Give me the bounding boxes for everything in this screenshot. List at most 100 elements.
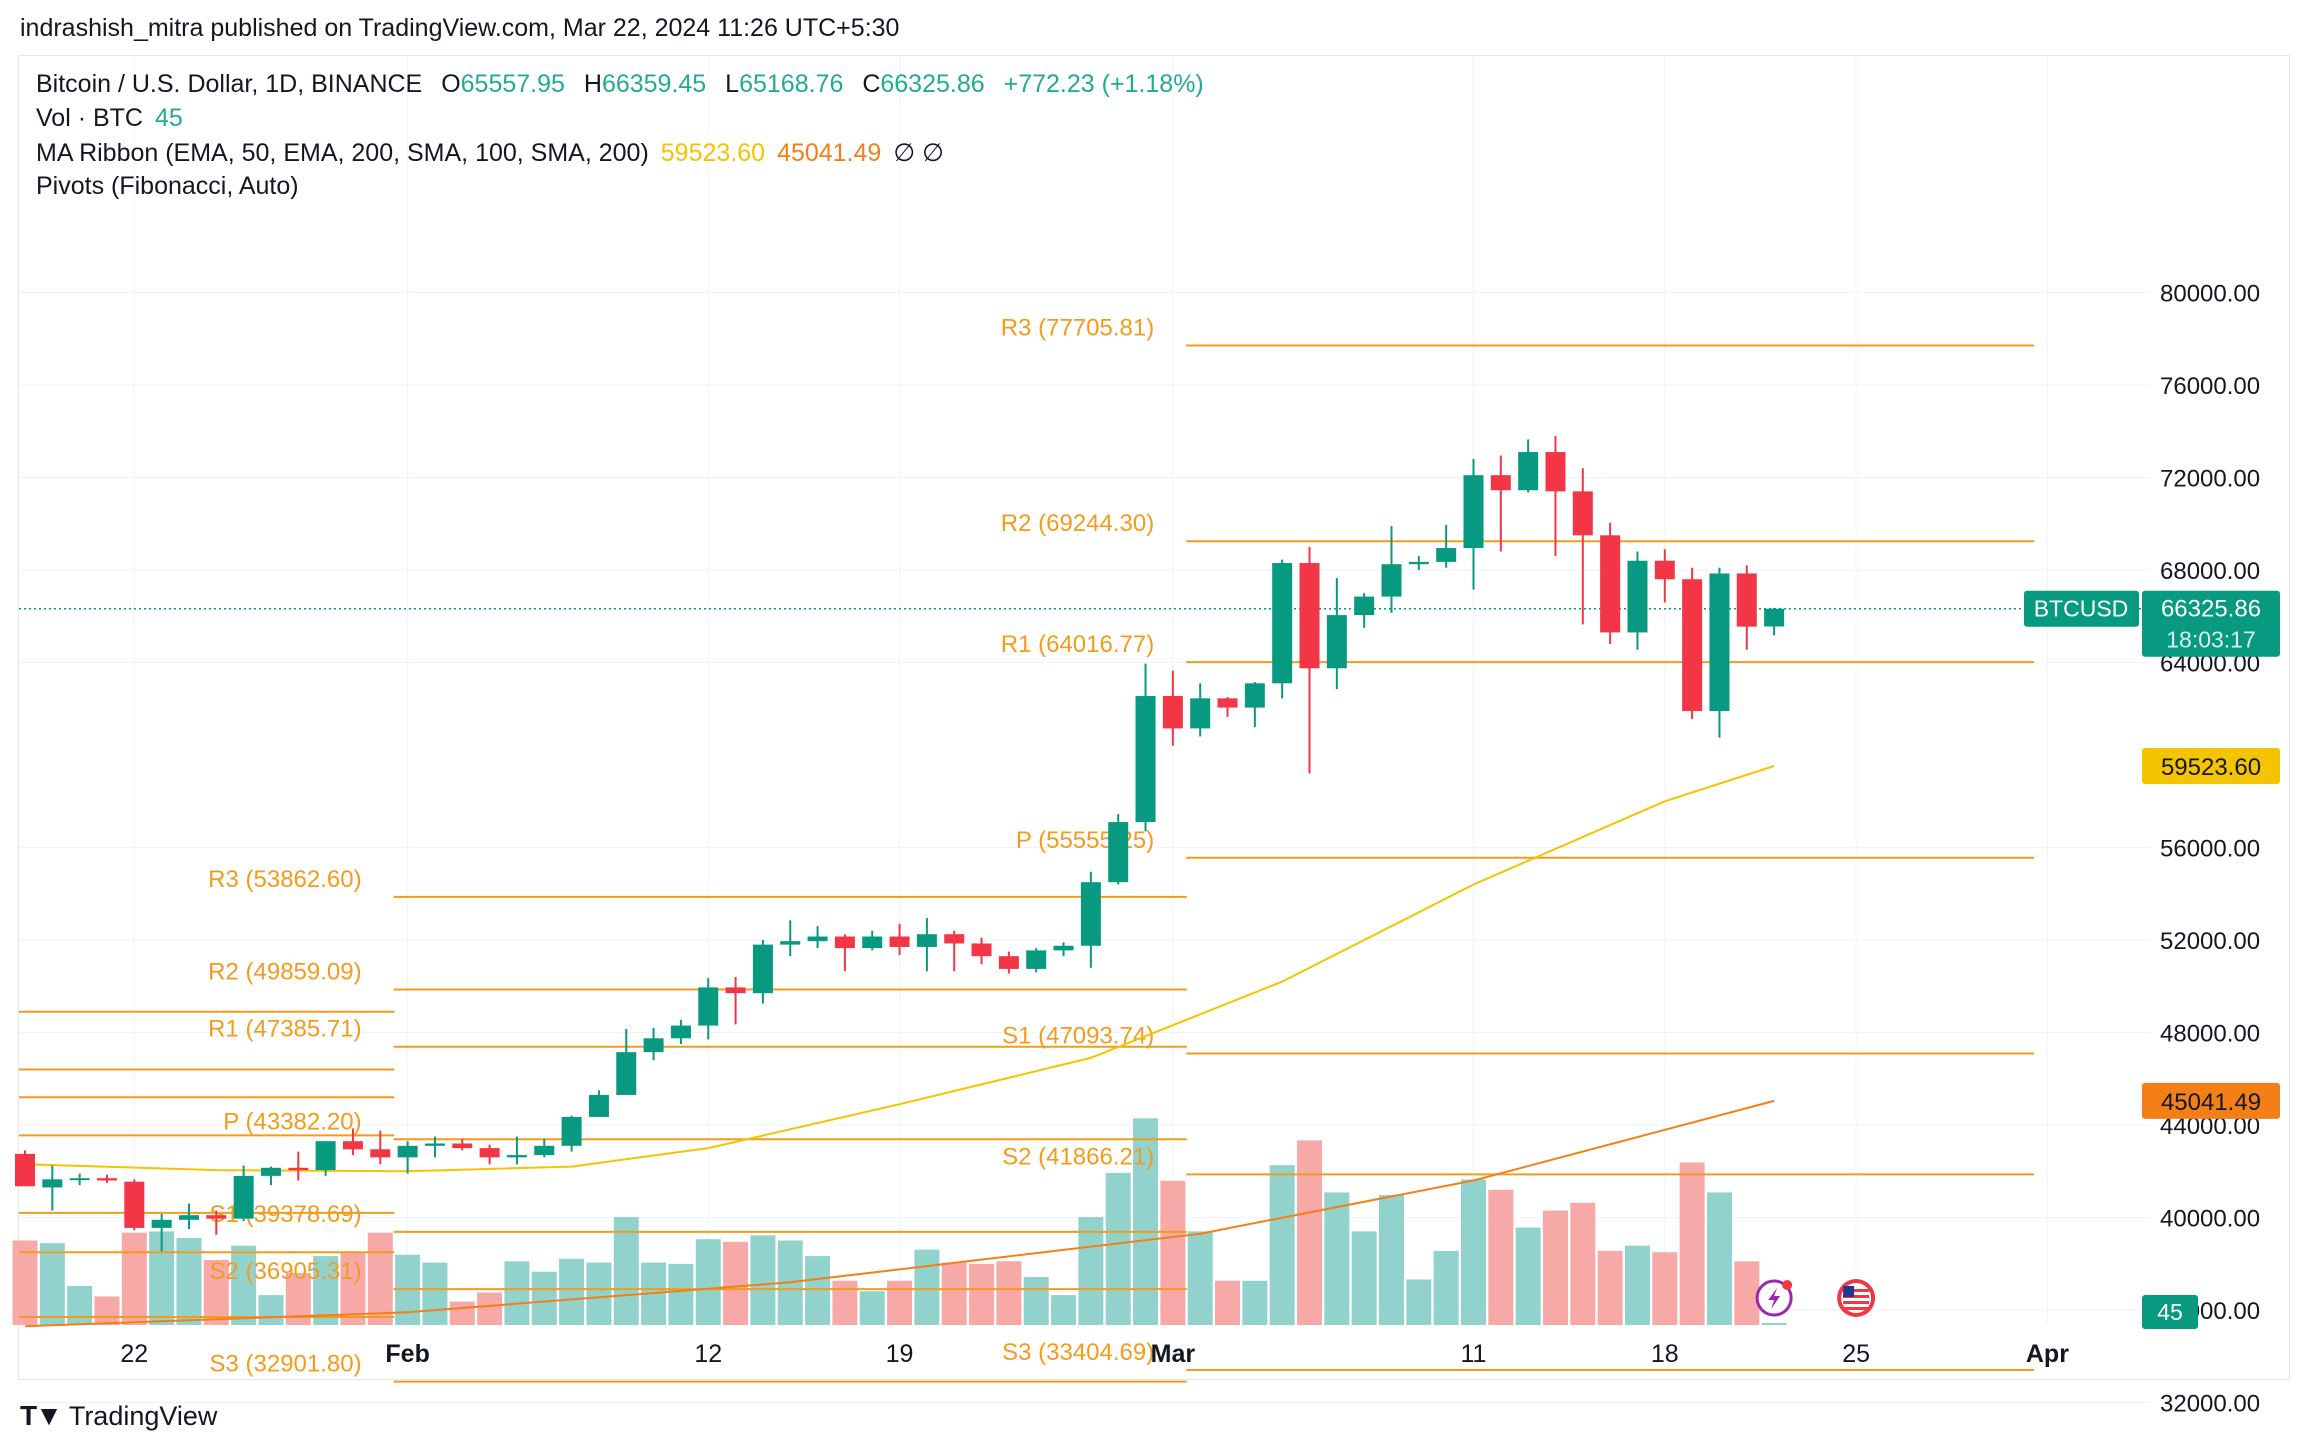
- candle-body[interactable]: [944, 934, 965, 944]
- candle-body[interactable]: [1217, 698, 1238, 708]
- pivot-level-label: S2 (36905.31): [210, 1258, 362, 1285]
- candle-body[interactable]: [1545, 452, 1566, 492]
- candle-body[interactable]: [288, 1167, 309, 1171]
- candle-body[interactable]: [1463, 475, 1484, 549]
- candle-body[interactable]: [397, 1145, 418, 1158]
- candle-body[interactable]: [233, 1175, 254, 1219]
- candle-body[interactable]: [1682, 579, 1703, 712]
- candle-body[interactable]: [42, 1179, 63, 1188]
- candle-body[interactable]: [1326, 615, 1347, 669]
- candle-body[interactable]: [506, 1155, 527, 1158]
- candle-body[interactable]: [1135, 696, 1156, 823]
- candle-body[interactable]: [1600, 535, 1621, 633]
- candle-body[interactable]: [1408, 561, 1429, 565]
- ma-ribbon-label: MA Ribbon (EMA, 50, EMA, 200, SMA, 100, …: [36, 139, 649, 167]
- candle-body[interactable]: [1764, 608, 1785, 627]
- candle-body[interactable]: [998, 956, 1019, 969]
- candle-body[interactable]: [1709, 573, 1730, 712]
- volume-value-tag[interactable]: [2142, 1295, 2198, 1329]
- volume-bar: [67, 1286, 93, 1325]
- candle-body[interactable]: [1108, 822, 1129, 883]
- candle-body[interactable]: [151, 1219, 172, 1228]
- symbol-tag[interactable]: [2024, 590, 2139, 627]
- y-axis-tick-label: 48000.00: [2160, 1021, 2260, 1048]
- volume-legend[interactable]: Vol · BTC 45: [36, 104, 195, 133]
- candle-body[interactable]: [1436, 548, 1457, 562]
- candle-body[interactable]: [971, 943, 992, 957]
- y-axis-tick-label: 72000.00: [2160, 466, 2260, 493]
- candle-body[interactable]: [1572, 491, 1593, 536]
- candle-body[interactable]: [1654, 560, 1675, 580]
- candle-body[interactable]: [588, 1094, 609, 1117]
- ma-line: [24, 1099, 1775, 1328]
- volume-bar: [531, 1271, 557, 1325]
- candle-body[interactable]: [1736, 573, 1757, 627]
- pivot-level-label: P (55555.25): [1016, 827, 1154, 854]
- candle-body[interactable]: [616, 1052, 637, 1095]
- brand-name[interactable]: TradingView: [68, 1400, 218, 1431]
- candle-body[interactable]: [1162, 696, 1183, 729]
- close-label: C: [862, 70, 881, 98]
- candle-body[interactable]: [1244, 683, 1265, 708]
- candle-body[interactable]: [1354, 596, 1375, 616]
- candle-body[interactable]: [1026, 950, 1047, 969]
- x-axis-tick-label: Feb: [385, 1340, 429, 1368]
- ma-value-tag[interactable]: [2142, 748, 2280, 785]
- candle-body[interactable]: [862, 936, 883, 949]
- candle-body[interactable]: [670, 1025, 691, 1039]
- candle-body[interactable]: [1490, 475, 1511, 491]
- ma-ribbon-legend[interactable]: MA Ribbon (EMA, 50, EMA, 200, SMA, 100, …: [36, 138, 956, 168]
- candle-body[interactable]: [15, 1153, 35, 1187]
- volume-label: Vol · BTC: [36, 104, 143, 132]
- candle-body[interactable]: [1518, 452, 1539, 491]
- candle-body[interactable]: [916, 934, 937, 947]
- candle-body[interactable]: [1080, 882, 1101, 946]
- candle-body[interactable]: [698, 987, 719, 1026]
- candle-body[interactable]: [807, 936, 828, 942]
- candle-body[interactable]: [342, 1141, 363, 1150]
- candle-body[interactable]: [206, 1215, 227, 1219]
- volume-bar: [231, 1245, 257, 1325]
- candle-body[interactable]: [534, 1145, 555, 1156]
- pivots-legend[interactable]: Pivots (Fibonacci, Auto): [36, 172, 311, 201]
- candle-body[interactable]: [96, 1178, 117, 1181]
- volume-bar: [449, 1301, 475, 1325]
- candle-body[interactable]: [643, 1038, 664, 1053]
- candle-body[interactable]: [725, 987, 746, 994]
- publisher-header: indrashish_mitra published on TradingVie…: [20, 14, 900, 42]
- tradingview-logo-icon[interactable]: T▼: [20, 1400, 63, 1431]
- candle-body[interactable]: [561, 1116, 582, 1146]
- candle-body[interactable]: [1190, 698, 1211, 729]
- candle-body[interactable]: [752, 944, 773, 994]
- candle-body[interactable]: [260, 1167, 281, 1176]
- candle-body[interactable]: [780, 941, 801, 945]
- ma-value-tag[interactable]: [2142, 1082, 2280, 1119]
- candle-body[interactable]: [1381, 564, 1402, 597]
- volume-bar: [1133, 1118, 1159, 1325]
- pivot-level-label: S3 (33404.69): [1002, 1339, 1154, 1366]
- candle-body[interactable]: [834, 936, 855, 949]
- candle-body[interactable]: [178, 1215, 199, 1220]
- volume-bar: [586, 1262, 612, 1325]
- candle-body[interactable]: [370, 1149, 391, 1158]
- candle-body[interactable]: [479, 1148, 500, 1158]
- candle-body[interactable]: [452, 1143, 473, 1149]
- volume-bar: [1379, 1195, 1404, 1325]
- candle-body[interactable]: [69, 1178, 90, 1181]
- volume-bar: [477, 1292, 503, 1325]
- x-axis-tick-label: Apr: [2026, 1340, 2069, 1368]
- candle-body[interactable]: [124, 1181, 145, 1228]
- volume-bar: [1269, 1165, 1295, 1325]
- candle-body[interactable]: [889, 936, 910, 947]
- candle-body[interactable]: [315, 1141, 336, 1171]
- ma-empty-values: ∅ ∅: [893, 139, 944, 167]
- candle-body[interactable]: [1053, 945, 1074, 951]
- candle-body[interactable]: [1272, 563, 1293, 684]
- volume-bar: [832, 1280, 858, 1325]
- symbol-title[interactable]: Bitcoin / U.S. Dollar, 1D, BINANCE: [36, 70, 423, 98]
- candle-body[interactable]: [1627, 560, 1648, 633]
- candle-body[interactable]: [424, 1143, 445, 1146]
- last-price-tag[interactable]: [2142, 590, 2280, 657]
- candle-body[interactable]: [1299, 563, 1320, 669]
